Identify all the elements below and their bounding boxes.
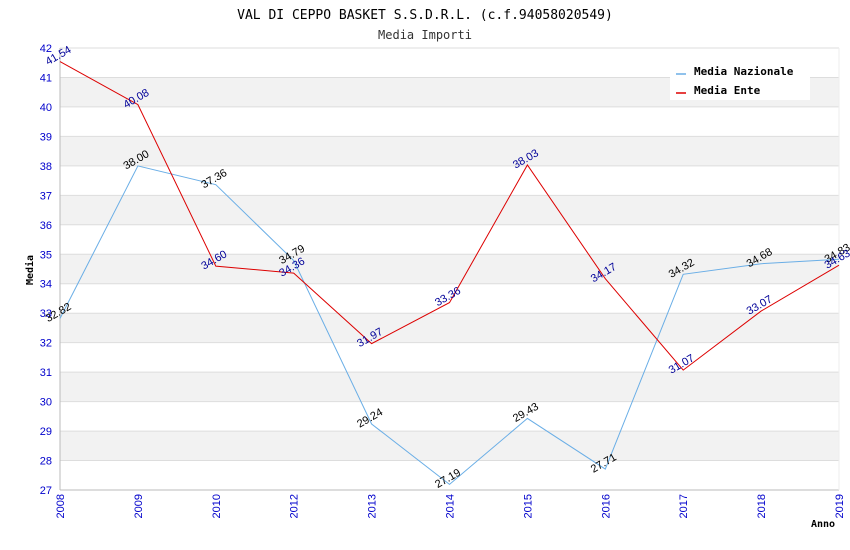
x-tick-label: 2017 [678,494,690,518]
x-tick-label: 2014 [445,494,457,518]
x-tick-label: 2012 [289,494,301,518]
x-tick-label: 2019 [834,494,846,518]
grid-band [60,195,839,225]
plot-background [60,48,839,490]
legend-label-media-ente: Media Ente [694,84,761,97]
y-tick-label: 42 [40,43,52,55]
series-lines [59,61,840,486]
x-tick-label: 2015 [522,494,534,518]
y-tick-label: 39 [40,131,52,143]
grid-band [60,313,839,343]
x-axis-title: Anno [811,519,835,530]
grid-band [60,283,839,314]
series-line-media-nazionale [59,165,840,486]
grid-band [60,165,839,196]
x-tick-label: 2013 [367,494,379,518]
grid-band [60,401,839,432]
series-line-media-ente [59,61,840,371]
x-tick-label: 2010 [211,494,223,518]
grid-band [60,136,839,166]
legend-box [670,58,810,100]
y-tick-label: 35 [40,249,52,261]
y-tick-label: 37 [40,190,52,202]
x-axis-ticks: 2008 2009 2010 2012 2013 2014 2015 2016 2017 2018… [55,494,846,518]
x-tick-label: 2008 [55,494,67,518]
grid-band [60,224,839,255]
y-axis-ticks: 27 28 29 30 31 32 33 34 35 36 37 38 39 40 41 42 [40,43,52,497]
legend-label-media-nazionale: Media Nazionale [694,65,794,78]
grid-band [60,431,839,461]
y-axis-title: Media [24,255,36,285]
y-tick-label: 33 [40,308,52,320]
y-tick-label: 41 [40,72,52,84]
chart-subtitle: Media Importi [378,28,472,42]
y-tick-label: 38 [40,161,52,173]
y-tick-label: 36 [40,220,52,232]
axes [59,48,840,491]
x-tick-label: 2018 [756,494,768,518]
grid-band [60,342,839,373]
y-tick-label: 40 [40,102,52,114]
chart-title: VAL DI CEPPO BASKET S.S.D.R.L. (c.f.9405… [237,8,613,23]
y-tick-label: 27 [40,485,52,497]
y-tick-label: 31 [40,367,52,379]
grid-band [60,254,839,284]
grid-band [60,460,839,490]
grid-band [60,106,839,137]
x-tick-label: 2016 [600,494,612,518]
y-tick-label: 32 [40,338,52,350]
y-tick-label: 29 [40,426,52,438]
y-tick-label: 28 [40,456,52,468]
y-tick-label: 34 [40,279,52,291]
y-tick-label: 30 [40,397,52,409]
legend: Media Nazionale Media Ente [670,58,810,100]
grid-band [60,372,839,402]
x-tick-label: 2009 [133,494,145,518]
